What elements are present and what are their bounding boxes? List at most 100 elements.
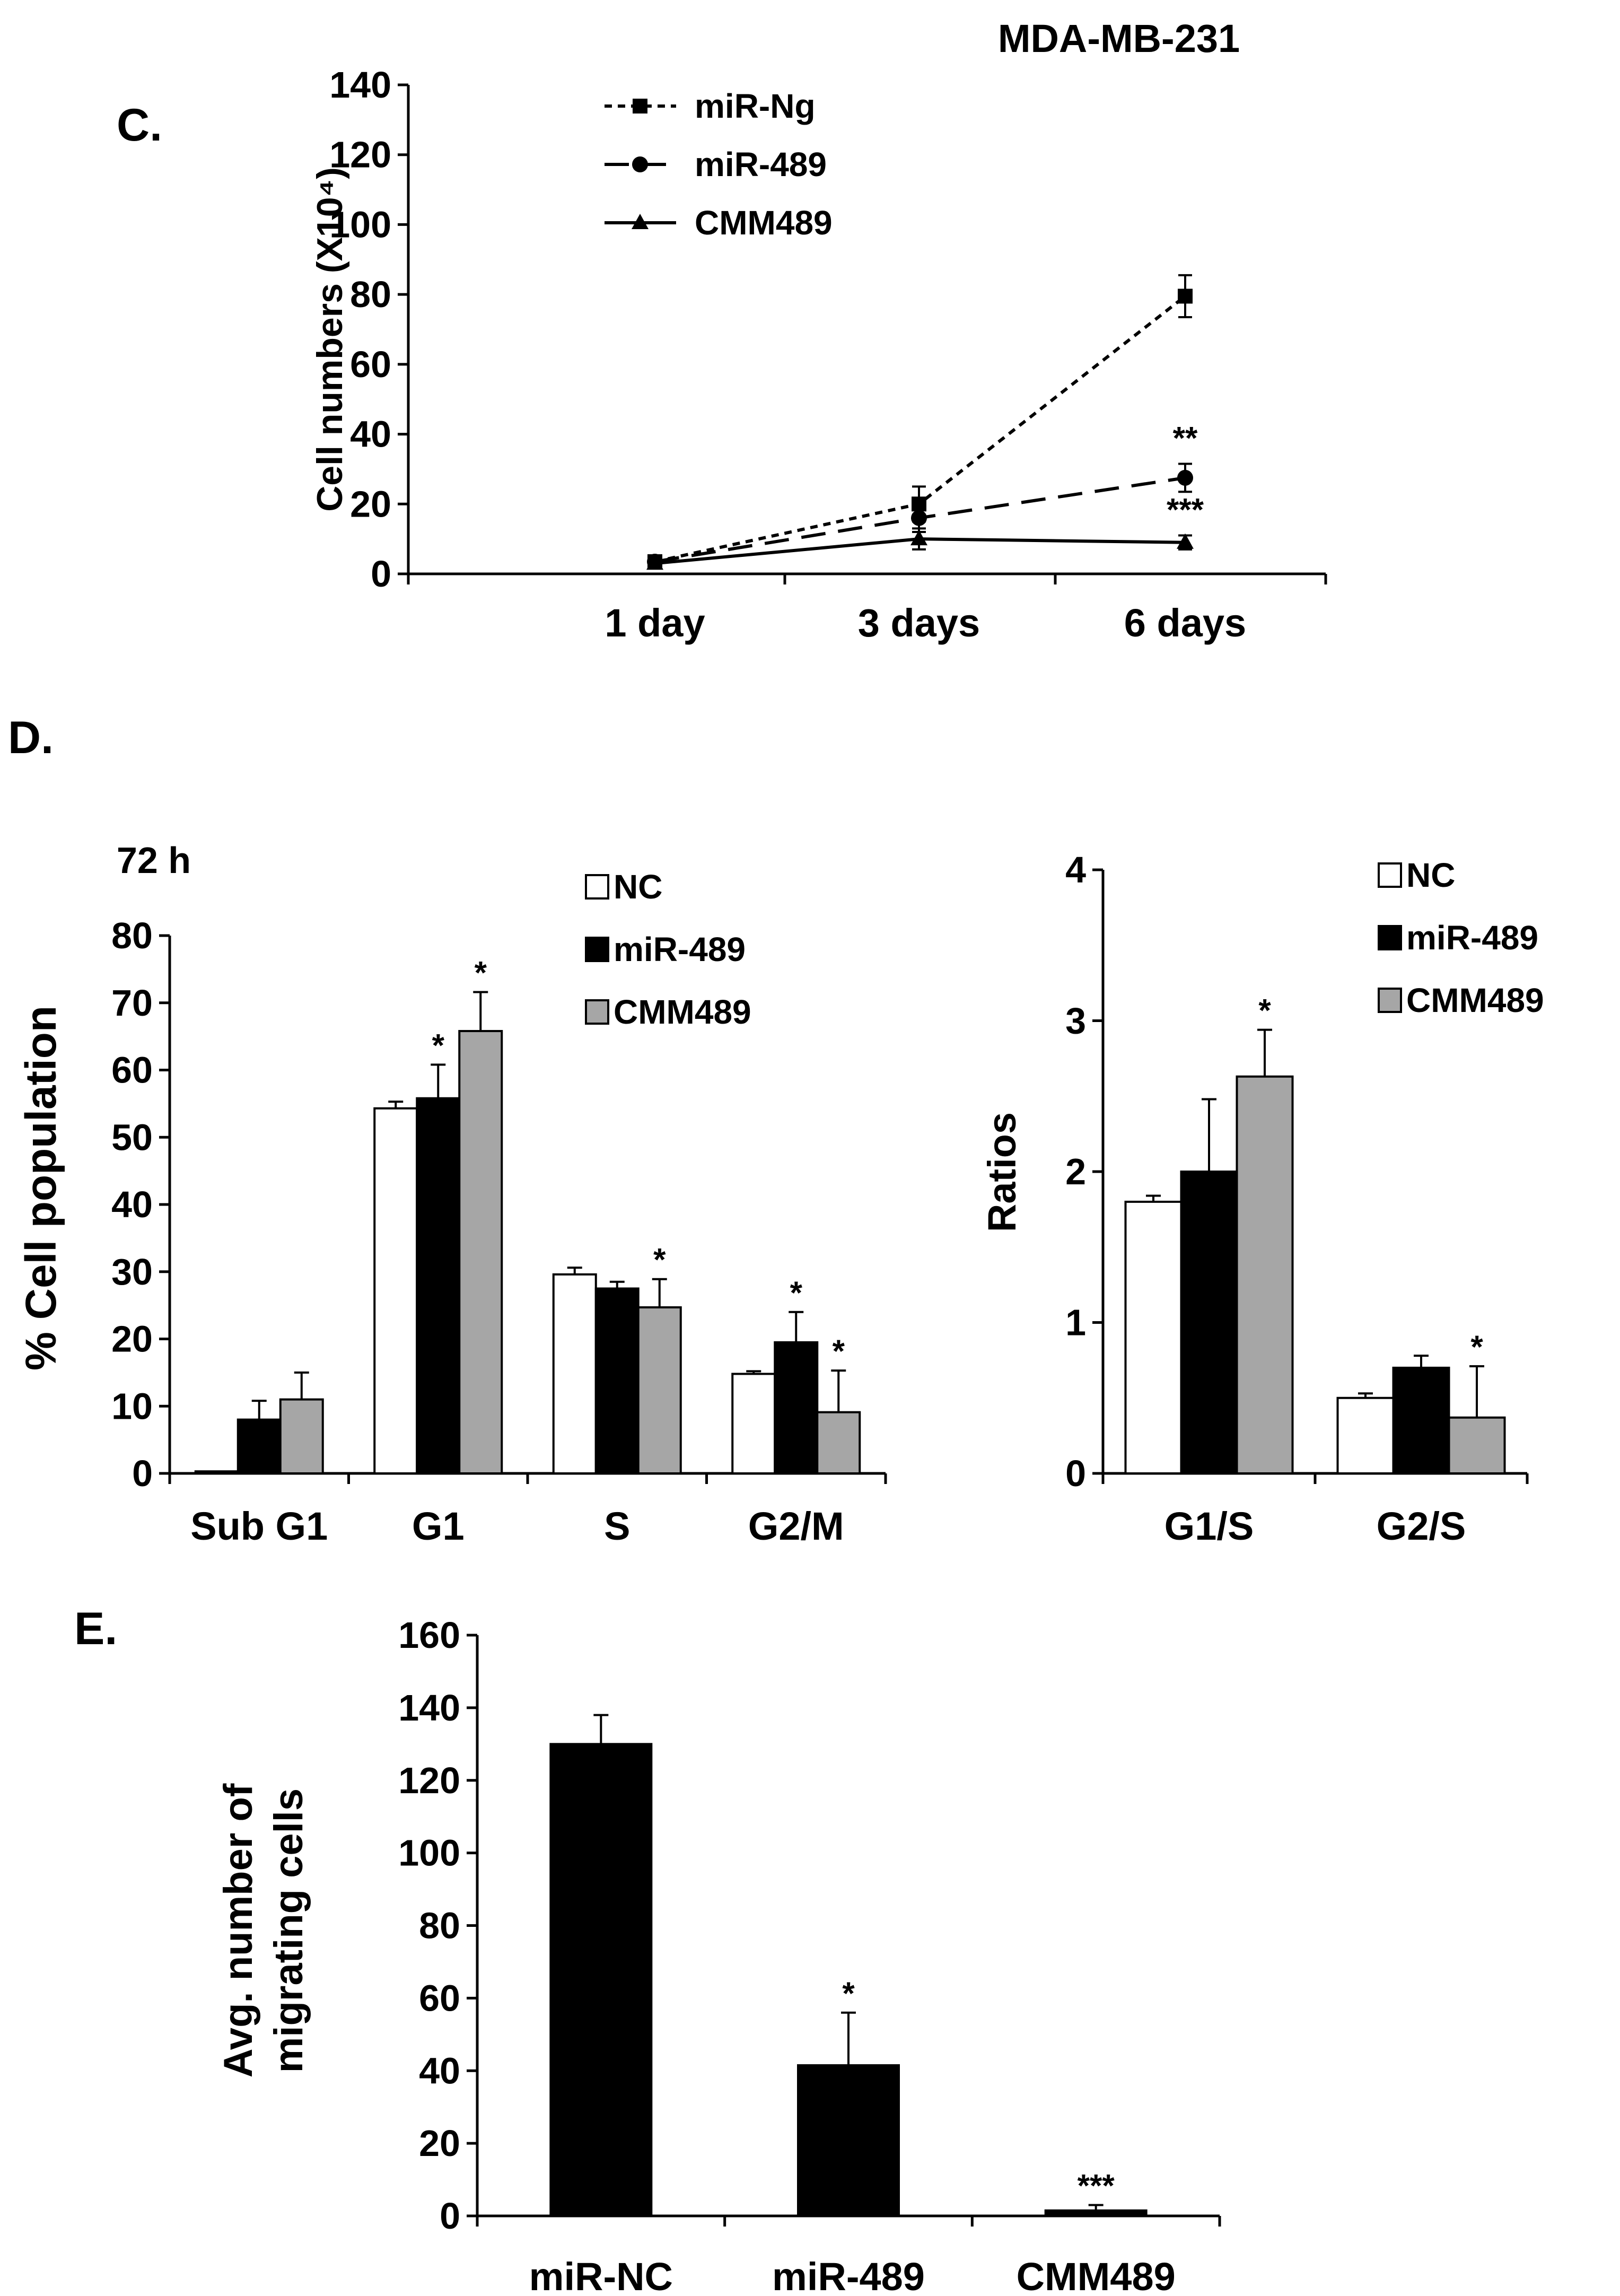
bar-mir-489-g1-s bbox=[1180, 1171, 1238, 1474]
panel-c-label: C. bbox=[117, 100, 162, 151]
bar-chart-migrating-cells: 0 20 40 60 80 100 120 140 160 miR-NC miR-489 * CMM48… bbox=[216, 1614, 1221, 2296]
bar-cmm489-g2-m bbox=[816, 1411, 861, 1474]
x-tick-label: G2/M bbox=[748, 1504, 844, 1548]
legend-label-nc: NC bbox=[614, 868, 662, 906]
significance-mark: * bbox=[432, 1027, 445, 1063]
bar-cmm489-s bbox=[637, 1306, 682, 1474]
marker-circle bbox=[1177, 469, 1193, 486]
marker-circle bbox=[911, 510, 927, 526]
y-tick-label: 40 bbox=[111, 1184, 153, 1225]
bar-mir-489-sub-g1 bbox=[237, 1418, 282, 1475]
marker-triangle bbox=[910, 530, 927, 546]
bar-nc-g2-s bbox=[1336, 1396, 1395, 1474]
x-tick-label: miR-NC bbox=[529, 2255, 673, 2296]
y-tick-label: 80 bbox=[111, 915, 153, 956]
legend-marker-triangle bbox=[632, 214, 649, 229]
x-tick-label: 3 days bbox=[858, 601, 980, 645]
y-tick-label: 40 bbox=[350, 414, 391, 455]
significance-mark: *** bbox=[1167, 492, 1204, 528]
line-chart-cell-numbers: 0 20 40 60 80 100 120 140 1 day 3 days 6 days MDA-M… bbox=[310, 16, 1327, 645]
y-tick-label: 160 bbox=[398, 1614, 460, 1656]
bar-cmm489-g1-s bbox=[1236, 1075, 1294, 1474]
bar-nc-g1 bbox=[373, 1107, 418, 1475]
y-tick-label: 0 bbox=[371, 553, 391, 595]
bar-nc-s bbox=[552, 1273, 597, 1475]
legend-label-mir-489: miR-489 bbox=[695, 145, 827, 184]
y-tick-label: 3 bbox=[1065, 1000, 1086, 1042]
panel-d-label: D. bbox=[8, 712, 54, 763]
significance-mark: * bbox=[790, 1275, 803, 1311]
legend-label-mir-ng: miR-Ng bbox=[695, 87, 816, 125]
bar-nc-sub-g1 bbox=[194, 1470, 239, 1475]
significance-mark: * bbox=[833, 1333, 845, 1369]
y-tick-label: 80 bbox=[419, 1905, 460, 1946]
significance-mark: * bbox=[842, 1976, 855, 2011]
y-tick-label: 120 bbox=[329, 134, 391, 176]
legend-label-cmm489: CMM489 bbox=[695, 204, 833, 242]
x-tick-label: 1 day bbox=[605, 601, 705, 645]
significance-mark: * bbox=[475, 955, 487, 990]
y-tick-label: 1 bbox=[1065, 1302, 1086, 1343]
marker-triangle bbox=[1177, 533, 1194, 549]
y-axis-label: Cell numbers (X10⁴) bbox=[310, 167, 350, 512]
significance-mark: ** bbox=[1173, 421, 1198, 456]
y-tick-label: 120 bbox=[398, 1760, 460, 1801]
x-tick-label: Sub G1 bbox=[190, 1504, 328, 1548]
y-tick-label: 40 bbox=[419, 2050, 460, 2091]
y-tick-label: 140 bbox=[329, 64, 391, 106]
bar-cmm489-g2-s bbox=[1448, 1416, 1506, 1475]
bar-migrating-cells-cmm489 bbox=[1044, 2209, 1148, 2217]
x-tick-label: G1/S bbox=[1164, 1504, 1254, 1548]
y-tick-label: 60 bbox=[111, 1050, 153, 1091]
y-tick-label: 4 bbox=[1065, 849, 1086, 891]
bar-mir-489-g1 bbox=[416, 1097, 461, 1475]
legend-label-cmm489: CMM489 bbox=[614, 993, 751, 1031]
legend-swatch-nc bbox=[585, 874, 609, 900]
y-axis-label-line-2: migrating cells bbox=[266, 1788, 311, 2073]
significance-mark: *** bbox=[1078, 2168, 1115, 2203]
x-tick-label: 6 days bbox=[1124, 601, 1246, 645]
bar-migrating-cells-mir-489 bbox=[797, 2064, 900, 2217]
bar-mir-489-g2-m bbox=[774, 1341, 819, 1474]
bar-cmm489-sub-g1 bbox=[279, 1398, 324, 1474]
y-tick-label: 20 bbox=[419, 2123, 460, 2164]
significance-mark: * bbox=[653, 1242, 666, 1278]
x-tick-label: G2/S bbox=[1377, 1504, 1466, 1548]
y-tick-label: 140 bbox=[398, 1687, 460, 1728]
y-tick-label: 80 bbox=[350, 274, 391, 315]
legend-swatch-cmm489 bbox=[585, 999, 609, 1025]
bar-nc-g1-s bbox=[1124, 1200, 1183, 1474]
legend-marker-circle bbox=[632, 156, 648, 172]
legend-swatch-nc bbox=[1378, 862, 1402, 888]
bar-nc-g2-m bbox=[731, 1373, 776, 1474]
bar-chart-cell-population: 0 10 20 30 40 50 60 70 80 Sub G1 G1 * * S * G2/M * * NC miR… bbox=[17, 840, 887, 1548]
y-tick-label: 60 bbox=[419, 1977, 460, 2019]
y-tick-label: 0 bbox=[1065, 1453, 1086, 1494]
y-tick-label: 0 bbox=[132, 1453, 153, 1494]
y-tick-label: 30 bbox=[111, 1251, 153, 1293]
y-tick-label: 0 bbox=[440, 2195, 460, 2237]
y-axis-label: % Cell population bbox=[17, 1006, 65, 1370]
marker-square bbox=[1178, 289, 1193, 304]
x-tick-label: S bbox=[604, 1504, 630, 1548]
y-tick-label: 70 bbox=[111, 982, 153, 1024]
legend-label-mir-489: miR-489 bbox=[1406, 919, 1538, 957]
y-axis-label: Ratios bbox=[980, 1112, 1024, 1232]
bar-migrating-cells-mir-nc bbox=[549, 1743, 653, 2217]
x-tick-label: G1 bbox=[412, 1504, 465, 1548]
y-tick-label: 20 bbox=[111, 1319, 153, 1360]
legend-marker-square bbox=[633, 99, 647, 114]
bar-chart-ratios: 0 1 2 3 4 G1/S * G2/S * NC miR-489 CMM489 Ratios bbox=[980, 849, 1544, 1548]
panel-e-label: E. bbox=[74, 1603, 117, 1654]
legend-swatch-mir-489 bbox=[1378, 925, 1402, 950]
significance-mark: * bbox=[1258, 993, 1271, 1028]
legend-swatch-cmm489 bbox=[1378, 988, 1402, 1013]
x-tick-label: CMM489 bbox=[1017, 2255, 1176, 2296]
marker-triangle bbox=[646, 554, 663, 570]
legend-label-nc: NC bbox=[1406, 856, 1455, 894]
y-tick-label: 50 bbox=[111, 1116, 153, 1158]
y-tick-label: 2 bbox=[1065, 1151, 1086, 1192]
y-tick-label: 100 bbox=[329, 204, 391, 245]
bar-mir-489-g2-s bbox=[1392, 1366, 1450, 1475]
y-tick-label: 100 bbox=[398, 1832, 460, 1874]
